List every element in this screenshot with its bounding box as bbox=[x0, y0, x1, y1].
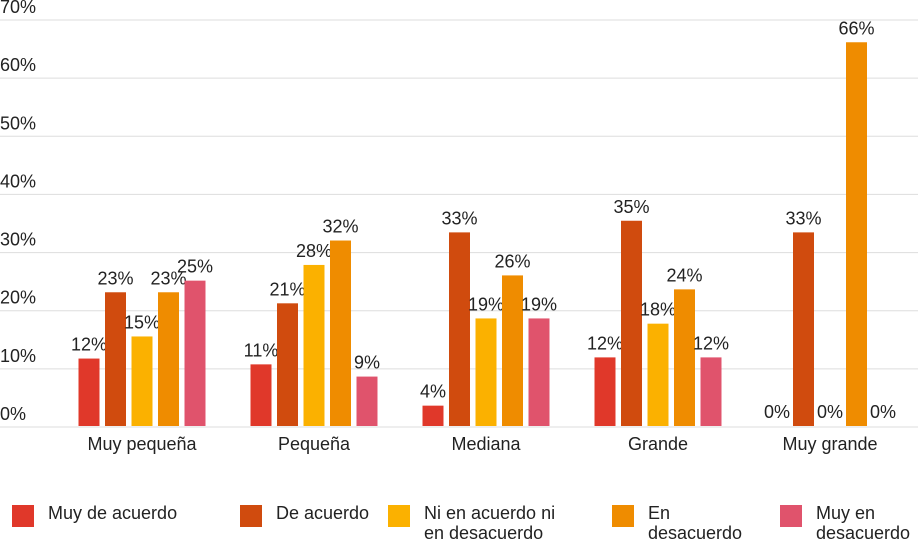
data-label: 19% bbox=[521, 294, 557, 314]
legend-swatch bbox=[12, 505, 34, 527]
data-label: 15% bbox=[124, 312, 160, 332]
x-tick-label: Pequeña bbox=[278, 434, 351, 454]
bar bbox=[475, 318, 497, 426]
bar bbox=[700, 357, 722, 426]
y-tick-label: 70% bbox=[0, 0, 36, 17]
data-label: 18% bbox=[640, 300, 676, 320]
bar bbox=[528, 318, 550, 426]
legend-swatch bbox=[780, 505, 802, 527]
data-label: 33% bbox=[441, 208, 477, 228]
bar bbox=[131, 336, 153, 426]
data-label: 9% bbox=[354, 353, 380, 373]
legend-swatch bbox=[612, 505, 634, 527]
bar bbox=[621, 220, 642, 426]
y-tick-label: 10% bbox=[0, 346, 36, 366]
y-tick-label: 60% bbox=[0, 55, 36, 75]
data-label: 12% bbox=[587, 333, 623, 353]
data-label: 11% bbox=[244, 340, 279, 360]
data-label: 19% bbox=[468, 294, 504, 314]
bar bbox=[250, 364, 272, 426]
legend-label: En desacuerdo bbox=[648, 503, 743, 543]
y-tick-label: 30% bbox=[0, 230, 36, 250]
y-tick-label: 40% bbox=[0, 171, 36, 191]
data-label: 25% bbox=[177, 257, 213, 277]
data-label: 21% bbox=[269, 279, 305, 299]
data-label: 33% bbox=[785, 208, 821, 228]
x-tick-label: Grande bbox=[628, 434, 688, 454]
bar bbox=[78, 358, 100, 426]
y-tick-label: 50% bbox=[0, 113, 36, 133]
bar bbox=[105, 292, 126, 426]
data-label: 12% bbox=[693, 333, 729, 353]
data-label: 26% bbox=[494, 251, 530, 271]
y-tick-label: 0% bbox=[0, 404, 26, 424]
bar bbox=[502, 275, 523, 426]
data-label: 0% bbox=[764, 402, 790, 422]
data-label: 35% bbox=[613, 197, 649, 217]
data-label: 24% bbox=[666, 265, 702, 285]
bar bbox=[422, 405, 444, 426]
bar bbox=[793, 232, 814, 426]
legend-label: Muy en desacuerdo bbox=[816, 503, 911, 543]
y-tick-label: 20% bbox=[0, 288, 36, 308]
legend-label: Ni en acuerdo ni en desacuerdo bbox=[424, 503, 556, 543]
data-label: 12% bbox=[71, 335, 107, 355]
bar bbox=[846, 42, 867, 426]
bar bbox=[277, 303, 298, 426]
data-label: 32% bbox=[322, 217, 358, 237]
legend-swatch bbox=[388, 505, 410, 527]
bar bbox=[184, 280, 206, 426]
data-label: 66% bbox=[838, 18, 874, 38]
x-tick-label: Muy grande bbox=[782, 434, 877, 454]
data-label: 4% bbox=[420, 382, 446, 402]
bar bbox=[594, 357, 616, 426]
chart: 0% 10% 20% 30% 40% 50% 60% 70% Muy pequeña 12% 23%… bbox=[0, 0, 918, 454]
legend-label: Muy de acuerdo bbox=[48, 503, 178, 523]
legend-label: De acuerdo bbox=[276, 503, 370, 523]
bar bbox=[303, 264, 325, 426]
bar bbox=[356, 376, 378, 426]
data-label: 23% bbox=[97, 268, 133, 288]
bar bbox=[158, 292, 179, 426]
x-tick-label: Mediana bbox=[451, 434, 521, 454]
data-label: 23% bbox=[150, 268, 186, 288]
data-label: 28% bbox=[296, 241, 332, 261]
bar bbox=[647, 323, 669, 426]
data-label: 0% bbox=[817, 402, 843, 422]
bar bbox=[674, 289, 695, 426]
x-tick-label: Muy pequeña bbox=[87, 434, 197, 454]
legend-swatch bbox=[240, 505, 262, 527]
bar bbox=[449, 232, 470, 426]
bar bbox=[330, 240, 351, 426]
data-label: 0% bbox=[870, 402, 896, 422]
